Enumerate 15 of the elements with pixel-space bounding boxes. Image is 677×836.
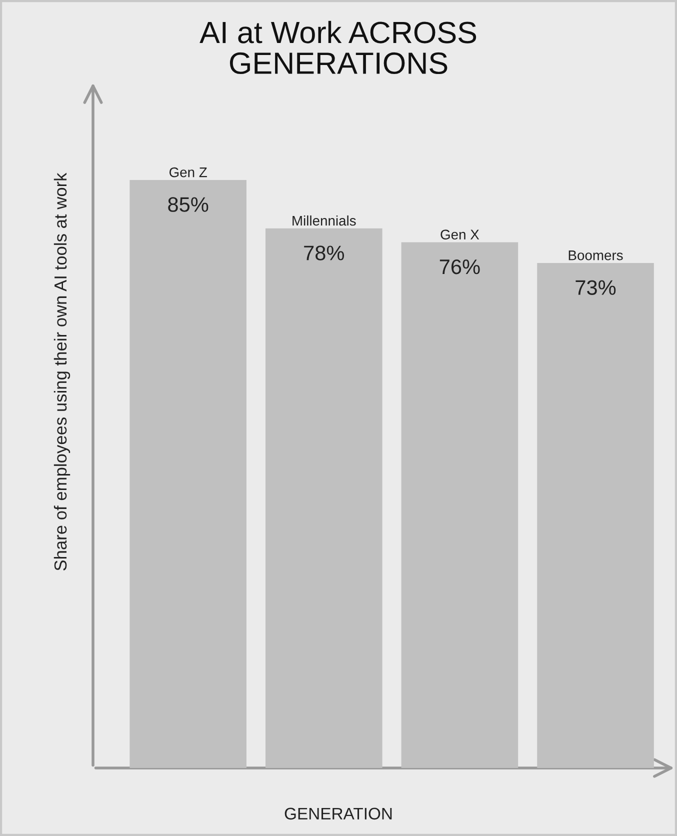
x-tick-label: Millennials: [292, 215, 356, 226]
data-label: 76%: [440, 259, 480, 274]
y-axis-title: Share of employees using their own AI tools at work: [54, 172, 70, 570]
x-axis-title: GENERATION: [284, 808, 392, 820]
chart-title: AI at Work ACROSS GENERATIONS: [200, 20, 476, 74]
x-tick-label: Boomers: [568, 250, 623, 260]
data-label: 73%: [576, 280, 616, 295]
data-label: 85%: [168, 197, 208, 212]
data-label: 78%: [304, 246, 344, 260]
bar: [537, 262, 654, 768]
x-tick-label: Gen X: [440, 230, 480, 240]
bar: [401, 242, 518, 768]
bar: [130, 180, 246, 768]
x-tick-label: Gen Z: [169, 167, 207, 178]
bar: [265, 228, 382, 768]
